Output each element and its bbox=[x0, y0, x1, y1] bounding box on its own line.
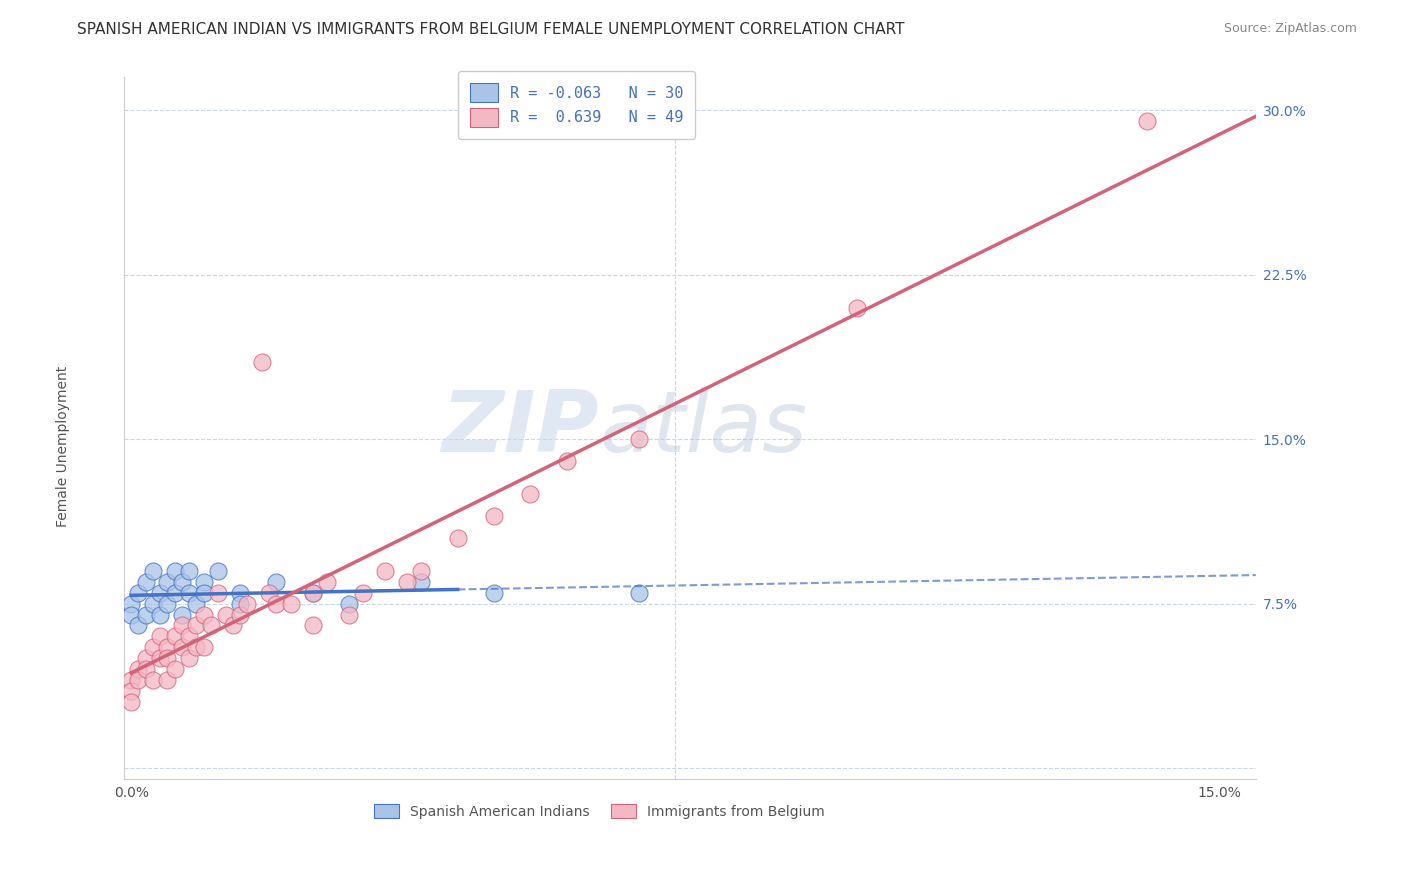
Text: Female Unemployment: Female Unemployment bbox=[56, 366, 70, 526]
Point bbox=[179, 585, 201, 599]
Point bbox=[1136, 114, 1159, 128]
Point bbox=[257, 585, 280, 599]
Point bbox=[149, 607, 172, 622]
Point bbox=[135, 574, 157, 589]
Point bbox=[186, 597, 208, 611]
Point bbox=[142, 564, 165, 578]
Point bbox=[142, 673, 165, 688]
Point bbox=[250, 355, 273, 369]
Point bbox=[555, 454, 578, 468]
Point bbox=[316, 574, 339, 589]
Point bbox=[179, 564, 201, 578]
Point bbox=[301, 585, 323, 599]
Point bbox=[186, 618, 208, 632]
Point bbox=[229, 607, 252, 622]
Point bbox=[193, 585, 215, 599]
Point bbox=[163, 629, 186, 643]
Point bbox=[628, 585, 651, 599]
Point bbox=[352, 585, 374, 599]
Text: Source: ZipAtlas.com: Source: ZipAtlas.com bbox=[1223, 22, 1357, 36]
Point bbox=[193, 640, 215, 655]
Text: SPANISH AMERICAN INDIAN VS IMMIGRANTS FROM BELGIUM FEMALE UNEMPLOYMENT CORRELATI: SPANISH AMERICAN INDIAN VS IMMIGRANTS FR… bbox=[77, 22, 905, 37]
Point bbox=[482, 585, 505, 599]
Point bbox=[127, 662, 149, 676]
Point bbox=[170, 574, 193, 589]
Point bbox=[170, 618, 193, 632]
Point bbox=[222, 618, 245, 632]
Point bbox=[156, 651, 179, 665]
Legend: Spanish American Indians, Immigrants from Belgium: Spanish American Indians, Immigrants fro… bbox=[368, 798, 830, 824]
Point bbox=[236, 597, 259, 611]
Point bbox=[163, 585, 186, 599]
Point bbox=[156, 574, 179, 589]
Point bbox=[519, 487, 541, 501]
Point bbox=[229, 597, 252, 611]
Point bbox=[120, 597, 142, 611]
Point bbox=[411, 564, 433, 578]
Point bbox=[135, 651, 157, 665]
Point bbox=[149, 651, 172, 665]
Point bbox=[266, 597, 288, 611]
Point bbox=[156, 673, 179, 688]
Point bbox=[193, 607, 215, 622]
Point bbox=[214, 607, 236, 622]
Point bbox=[142, 597, 165, 611]
Point bbox=[120, 684, 142, 698]
Point bbox=[186, 640, 208, 655]
Point bbox=[142, 640, 165, 655]
Text: atlas: atlas bbox=[599, 386, 807, 470]
Point bbox=[127, 673, 149, 688]
Point bbox=[156, 640, 179, 655]
Point bbox=[266, 574, 288, 589]
Point bbox=[374, 564, 396, 578]
Point bbox=[301, 618, 323, 632]
Point bbox=[120, 695, 142, 709]
Point bbox=[207, 585, 229, 599]
Point bbox=[411, 574, 433, 589]
Point bbox=[337, 607, 360, 622]
Point bbox=[447, 531, 470, 545]
Point bbox=[127, 585, 149, 599]
Point bbox=[135, 607, 157, 622]
Point bbox=[149, 585, 172, 599]
Point bbox=[229, 585, 252, 599]
Point bbox=[135, 662, 157, 676]
Point bbox=[337, 597, 360, 611]
Point bbox=[179, 651, 201, 665]
Point bbox=[156, 597, 179, 611]
Point bbox=[170, 640, 193, 655]
Point bbox=[280, 597, 302, 611]
Point bbox=[179, 629, 201, 643]
Point bbox=[200, 618, 222, 632]
Point bbox=[482, 508, 505, 523]
Text: ZIP: ZIP bbox=[441, 386, 599, 470]
Point bbox=[163, 662, 186, 676]
Point bbox=[845, 301, 868, 315]
Point bbox=[395, 574, 418, 589]
Point bbox=[170, 607, 193, 622]
Point bbox=[628, 432, 651, 446]
Point bbox=[120, 607, 142, 622]
Point bbox=[149, 629, 172, 643]
Point bbox=[120, 673, 142, 688]
Point bbox=[207, 564, 229, 578]
Point bbox=[163, 564, 186, 578]
Point bbox=[193, 574, 215, 589]
Point bbox=[301, 585, 323, 599]
Point bbox=[127, 618, 149, 632]
